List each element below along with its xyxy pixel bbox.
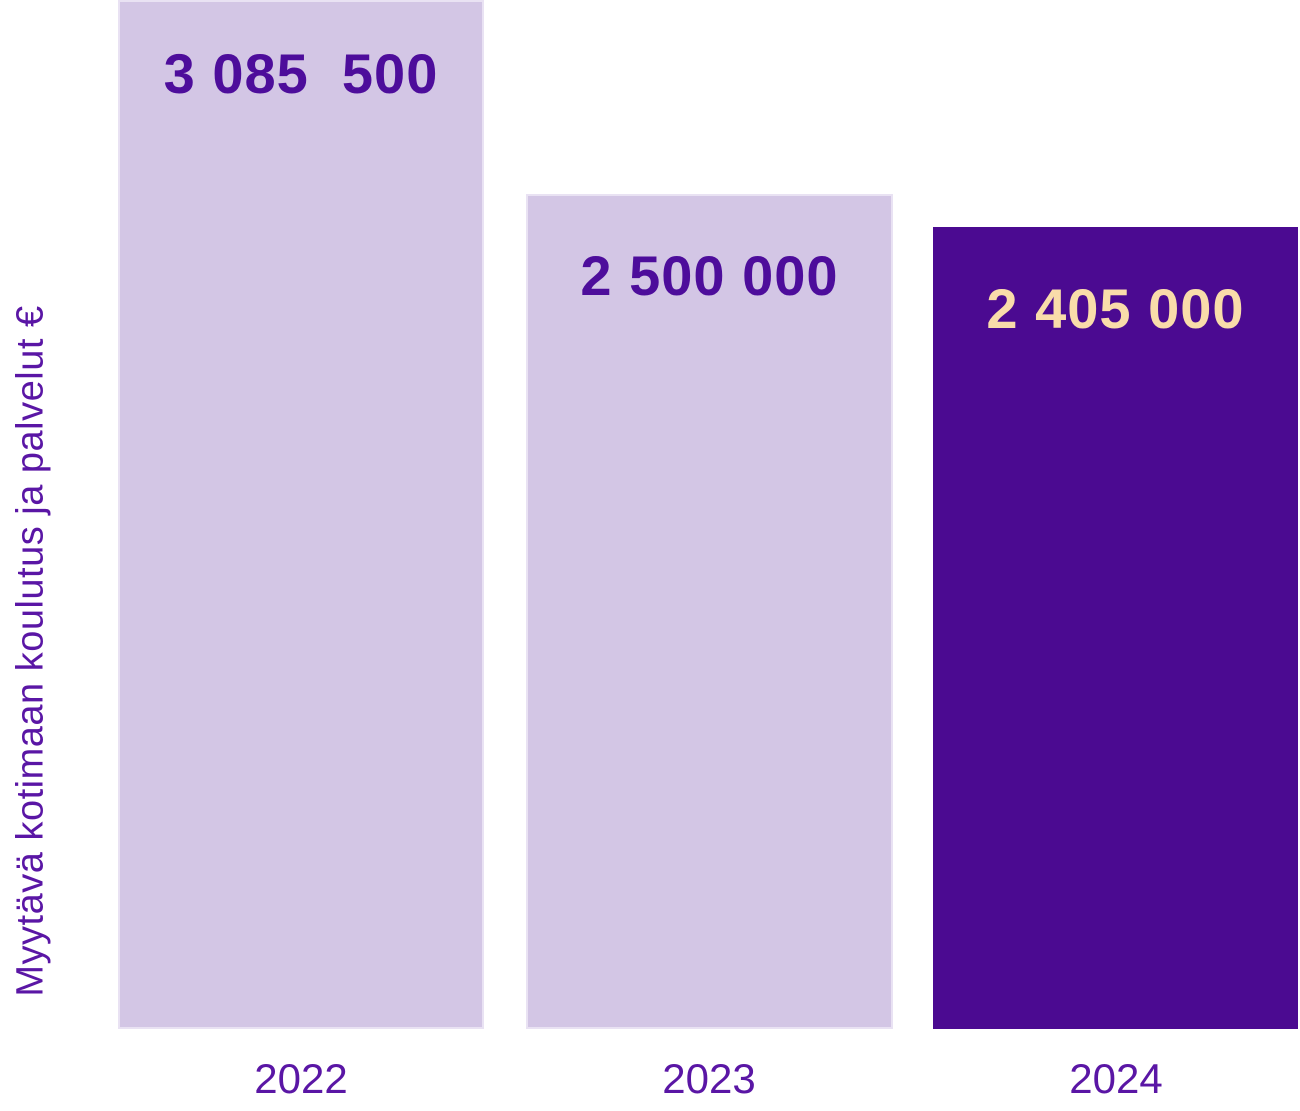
y-axis-label: Myytävä kotimaan koulutus ja palvelut € [9, 305, 52, 997]
bar-2024: 2 405 000 [933, 227, 1298, 1029]
bar-2024-value-label: 2 405 000 [986, 277, 1245, 340]
x-tick-2023: 2023 [662, 1055, 756, 1102]
bar-2023: 2 500 000 [526, 194, 893, 1029]
x-tick-2024: 2024 [1069, 1055, 1163, 1102]
bar-2022-value-label: 3 085 500 [163, 42, 439, 105]
x-tick-2022: 2022 [254, 1055, 348, 1102]
bar-2023-value-label: 2 500 000 [580, 244, 839, 307]
bar-2022: 3 085 500 [118, 0, 484, 1029]
